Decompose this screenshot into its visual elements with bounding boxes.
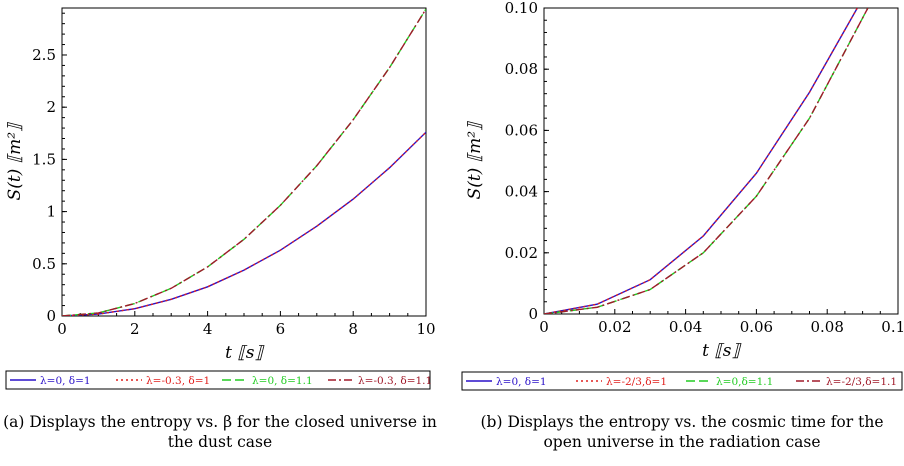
- y-tick-label: 0: [46, 307, 56, 325]
- x-tick-label: 0: [539, 318, 549, 336]
- series-line-4: [544, 8, 869, 314]
- series-line-3: [544, 8, 869, 314]
- y-tick-label: 0.10: [505, 0, 538, 17]
- series-line-4: [62, 8, 426, 316]
- x-tick-label: 0.08: [810, 318, 843, 336]
- x-tick-label: 2: [130, 320, 140, 338]
- y-axis-label: S(t) ⟦m²⟧: [5, 122, 25, 200]
- series-group: [62, 8, 426, 316]
- y-tick-label: 0.08: [505, 60, 538, 78]
- legend-label-2: λ=-2/3,δ=1: [606, 376, 667, 388]
- legend-label-3: λ=0, δ=1.1: [252, 375, 313, 387]
- chart-b-svg: 0 0.02 0.04 0.06 0.08 0.10 0 0.02 0.04 0.06 0.08 0.…: [461, 0, 904, 391]
- x-tick-label: 6: [276, 320, 286, 338]
- x-tick-label: 4: [203, 320, 213, 338]
- x-tick-label: 0.02: [598, 318, 631, 336]
- caption-b-text: Displays the entropy vs. the cosmic time…: [507, 413, 884, 451]
- series-line-2: [544, 8, 858, 314]
- y-tick-label: 2: [46, 98, 56, 116]
- x-axis-label: t ⟦s⟧: [225, 343, 264, 363]
- legend-label-4: λ=-2/3,δ=1.1: [826, 376, 897, 388]
- chart-panel-a: 0 2 4 6 8 10 0 0.5 1 1.5 2 2.5 t ⟦s⟧ S(t) ⟦m²⟧ λ=0, δ=…: [0, 7, 440, 452]
- y-tick-label: 0: [528, 305, 538, 323]
- x-tick-label: 10: [416, 320, 435, 338]
- caption-b: (b) Displays the entropy vs. the cosmic …: [460, 412, 904, 452]
- legend-label-3: λ=0,δ=1.1: [716, 376, 773, 388]
- legend-label-4: λ=-0.3, δ=1.1: [358, 375, 432, 387]
- plot-frame: [543, 7, 899, 315]
- legend-label-1: λ=0, δ=1: [496, 376, 547, 388]
- legend-box: [461, 371, 903, 391]
- y-tick-label: 0.02: [505, 244, 538, 262]
- legend-label-2: λ=-0.3, δ=1: [146, 375, 210, 387]
- caption-a: (a) Displays the entropy vs. β for the c…: [0, 412, 440, 452]
- y-axis-label: S(t) ⟦m²⟧: [465, 121, 485, 199]
- y-tick-label: 1.5: [32, 150, 56, 168]
- x-tick-label: 0: [57, 320, 67, 338]
- y-tick-label: 0.06: [505, 121, 538, 139]
- series-line-2: [62, 131, 426, 316]
- legend-label-1: λ=0, δ=1: [40, 375, 91, 387]
- y-tick-label: 2.5: [32, 46, 56, 64]
- legend-box: [5, 370, 431, 390]
- y-tick-label: 0.5: [32, 255, 56, 273]
- caption-a-prefix: (a): [3, 413, 25, 431]
- y-tick-label: 1: [46, 203, 56, 221]
- x-tick-label: 0.10: [881, 318, 904, 336]
- x-axis-label: t ⟦s⟧: [702, 341, 741, 361]
- x-tick-label: 8: [348, 320, 358, 338]
- chart-panel-b: 0 0.02 0.04 0.06 0.08 0.10 0 0.02 0.04 0.06 0.08 0.…: [452, 0, 904, 466]
- chart-a-svg: 0 2 4 6 8 10 0 0.5 1 1.5 2 2.5 t ⟦s⟧ S(t) ⟦m²⟧ λ=0, δ=…: [5, 7, 436, 390]
- y-tick-label: 0.04: [505, 183, 538, 201]
- x-tick-label: 0.04: [669, 318, 702, 336]
- series-line-1: [62, 131, 426, 316]
- series-line-1: [544, 8, 858, 314]
- caption-a-text: Displays the entropy vs. β for the close…: [29, 413, 437, 451]
- x-tick-label: 0.06: [740, 318, 773, 336]
- series-group: [544, 8, 869, 314]
- caption-b-prefix: (b): [480, 413, 503, 431]
